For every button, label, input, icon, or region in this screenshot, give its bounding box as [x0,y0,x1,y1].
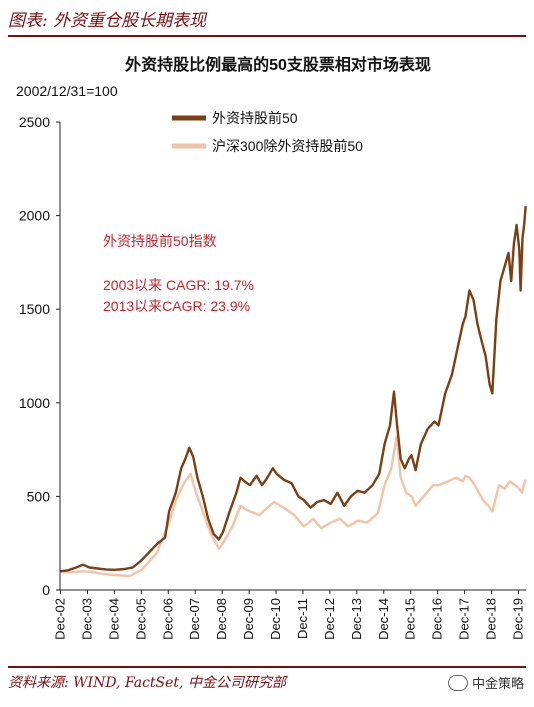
annotations: 外资持股前50指数 2003以来 CAGR: 19.7% 2013以来CAGR: 2… [103,233,254,314]
x-tick-label: Dec-17 [457,598,472,640]
plot-lines [60,206,527,578]
y-tick-label: 1500 [19,301,50,317]
figure-header: 图表: 外资重仓股长期表现 [8,11,207,31]
chart: 外资持股比例最高的50支股票相对市场表现 2002/12/31=100 外资持股… [16,55,527,640]
header-rule [8,35,526,37]
series-line-foreign-top50 [60,206,527,573]
y-tick-label: 0 [42,582,50,598]
x-tick-label: Dec-18 [484,598,499,640]
x-tick-label: Dec-02 [53,598,68,640]
annotation-text: 2013以来CAGR: 23.9% [103,298,250,314]
x-axis: Dec-02 Dec-03 Dec-04 Dec-05 Dec-06 Dec-07 Dec-… [53,589,526,640]
annotation-text: 2003以来 CAGR: 19.7% [103,277,254,293]
x-tick-label: Dec-19 [510,598,525,640]
x-tick-label: Dec-16 [430,598,445,640]
watermark-label: 中金策略 [471,677,524,692]
x-tick-label: Dec-07 [187,598,202,640]
x-tick-label: Dec-15 [403,598,418,640]
wechat-icon [447,674,468,691]
source-note: 资料来源: WIND, FactSet, 中金公司研究部 [8,675,286,691]
y-tick-label: 500 [27,488,51,504]
y-axis: 0 500 1000 1500 2000 2500 [19,114,61,598]
annotation-text: 外资持股前50指数 [103,233,217,249]
legend: 外资持股前50 沪深300除外资持股前50 [172,110,363,154]
watermark: 中金策略 [447,673,524,692]
x-tick-label: Dec-11 [295,598,310,639]
x-tick-label: Dec-04 [106,598,121,640]
x-tick-label: Dec-08 [214,598,229,640]
footer-rule [8,666,526,668]
series-line-csi300-ex-top50 [60,435,527,578]
legend-label: 外资持股前50 [212,110,298,126]
x-tick-label: Dec-14 [376,598,391,640]
y-tick-label: 1000 [19,395,50,411]
legend-label: 沪深300除外资持股前50 [212,138,363,154]
x-tick-label: Dec-03 [79,598,94,640]
x-tick-label: Dec-09 [241,598,256,640]
y-tick-label: 2500 [19,114,50,130]
x-tick-label: Dec-06 [160,598,175,640]
x-tick-label: Dec-13 [349,598,364,640]
chart-title: 外资持股比例最高的50支股票相对市场表现 [124,55,431,74]
x-tick-label: Dec-05 [133,598,148,640]
x-tick-label: Dec-10 [268,598,283,640]
chart-subtitle: 2002/12/31=100 [16,83,118,99]
y-tick-label: 2000 [19,208,50,224]
x-tick-label: Dec-12 [322,598,337,640]
